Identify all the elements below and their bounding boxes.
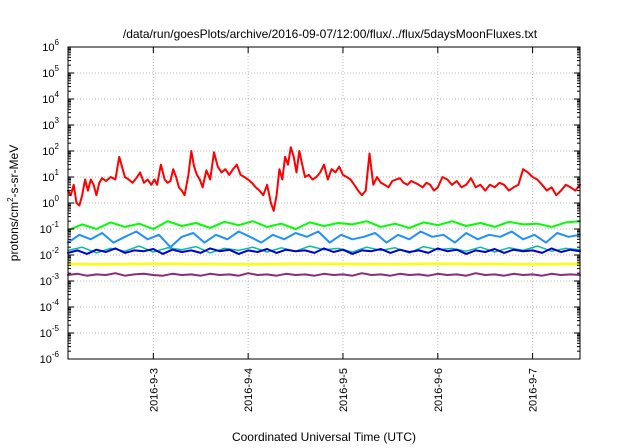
x-tick-label: 2016-9-5 xyxy=(338,368,350,412)
y-tick-base: 10 xyxy=(40,328,52,340)
y-tick-group: 10610510410310210110010-110-210-310-410-… xyxy=(40,38,580,366)
y-tick-base: 10 xyxy=(42,94,54,106)
y-tick-exponent: 4 xyxy=(55,90,60,99)
y-tick-label: 106 xyxy=(42,38,59,54)
series-line-7 xyxy=(67,272,581,277)
y-tick-label: 10-5 xyxy=(40,324,60,340)
x-tick-label: 2016-9-3 xyxy=(148,368,160,412)
y-tick-base: 10 xyxy=(40,302,52,314)
y-tick-base: 10 xyxy=(42,198,54,210)
y-tick-label: 105 xyxy=(42,64,59,80)
grid-lines xyxy=(68,47,580,359)
x-tick-label: 2016-9-4 xyxy=(243,368,255,412)
y-tick-label: 102 xyxy=(42,142,59,158)
x-axis-label: Coordinated Universal Time (UTC) xyxy=(232,430,416,444)
y-tick-base: 10 xyxy=(42,68,54,80)
y-axis-label-sup: 2 xyxy=(6,197,15,202)
y-tick-exponent: 3 xyxy=(55,116,60,125)
y-tick-label: 104 xyxy=(42,90,59,106)
y-tick-base: 10 xyxy=(40,250,52,262)
y-tick-label: 10-1 xyxy=(40,220,60,236)
y-tick-label: 10-3 xyxy=(40,272,60,288)
y-tick-exponent: 2 xyxy=(55,142,60,151)
series-line-5 xyxy=(67,247,581,255)
y-tick-exponent: 0 xyxy=(55,194,60,203)
y-tick-label: 10-6 xyxy=(40,350,60,366)
series-line-6 xyxy=(66,262,582,266)
y-tick-exponent: 6 xyxy=(55,38,60,47)
y-tick-exponent: 1 xyxy=(55,168,60,177)
y-tick-base: 10 xyxy=(42,120,54,132)
y-tick-label: 10-4 xyxy=(40,298,60,314)
y-tick-base: 10 xyxy=(42,146,54,158)
chart-title: /data/run/goesPlots/archive/2016-09-07/1… xyxy=(123,27,538,41)
y-tick-label: 103 xyxy=(42,116,59,132)
y-tick-label: 10-2 xyxy=(40,246,60,262)
series-line-1 xyxy=(67,146,581,212)
series-line-4 xyxy=(67,245,581,254)
series-line-2 xyxy=(67,220,581,232)
y-tick-exponent: -5 xyxy=(52,324,60,333)
x-tick-label: 2016-9-7 xyxy=(528,368,540,412)
y-axis-label-rest: -s-sr-MeV xyxy=(7,145,21,198)
y-tick-label: 100 xyxy=(42,194,59,210)
y-axis-label-base: protons/cm xyxy=(7,202,21,261)
y-tick-base: 10 xyxy=(42,42,54,54)
y-tick-base: 10 xyxy=(40,224,52,236)
y-tick-exponent: -3 xyxy=(52,272,60,281)
y-tick-base: 10 xyxy=(40,276,52,288)
y-axis-label: protons/cm2-s-sr-MeV xyxy=(6,145,21,261)
y-tick-exponent: -6 xyxy=(52,350,60,359)
x-tick-group: 2016-9-3 2016-9-4 2016-9-5 2016-9-6 2016-9-7 xyxy=(148,47,540,412)
y-tick-base: 10 xyxy=(40,354,52,366)
x-tick-label: 2016-9-6 xyxy=(433,368,445,412)
y-tick-exponent: 5 xyxy=(55,64,60,73)
series-line-3 xyxy=(67,230,581,249)
series-group xyxy=(66,146,582,277)
y-tick-exponent: -1 xyxy=(52,220,60,229)
y-tick-exponent: -4 xyxy=(52,298,60,307)
y-tick-base: 10 xyxy=(42,172,54,184)
y-tick-exponent: -2 xyxy=(52,246,60,255)
y-tick-label: 101 xyxy=(42,168,59,184)
